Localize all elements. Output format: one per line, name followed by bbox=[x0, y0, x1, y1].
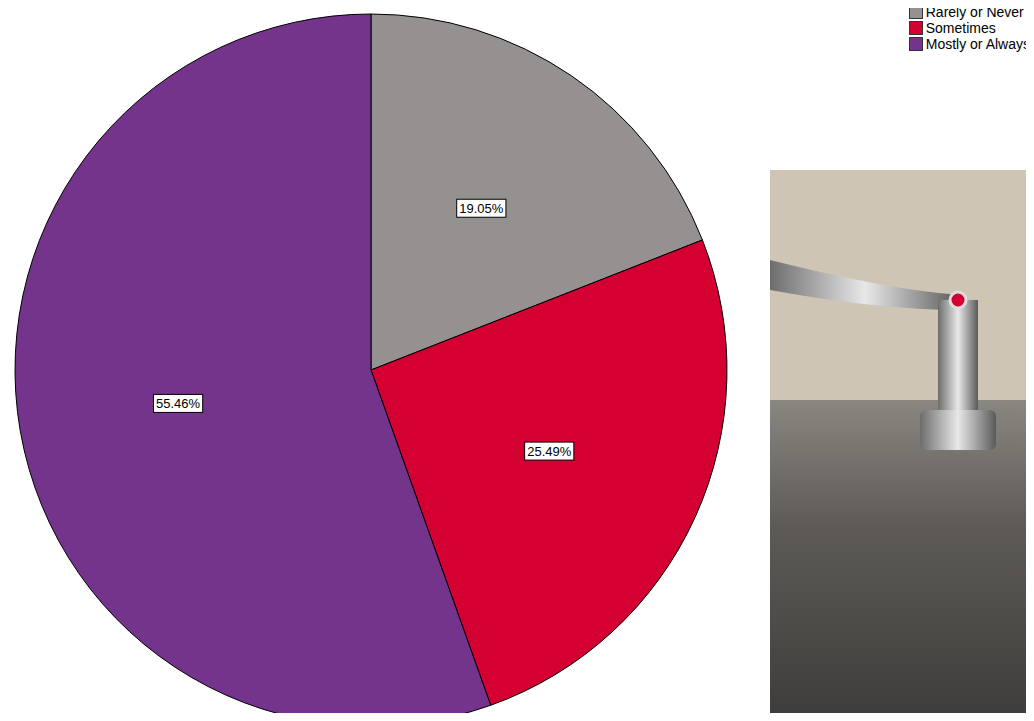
svg-text:19.05%: 19.05% bbox=[459, 201, 504, 216]
html-text:Sometimes: Sometimes bbox=[925, 20, 996, 36]
html-text:Rarely or Never: Rarely or Never bbox=[925, 4, 1024, 20]
svg-text:55.46%: 55.46% bbox=[156, 396, 201, 411]
html-text:Mostly or Always: Mostly or Always bbox=[925, 36, 1030, 52]
svg-text:25.49%: 25.49% bbox=[527, 444, 572, 459]
